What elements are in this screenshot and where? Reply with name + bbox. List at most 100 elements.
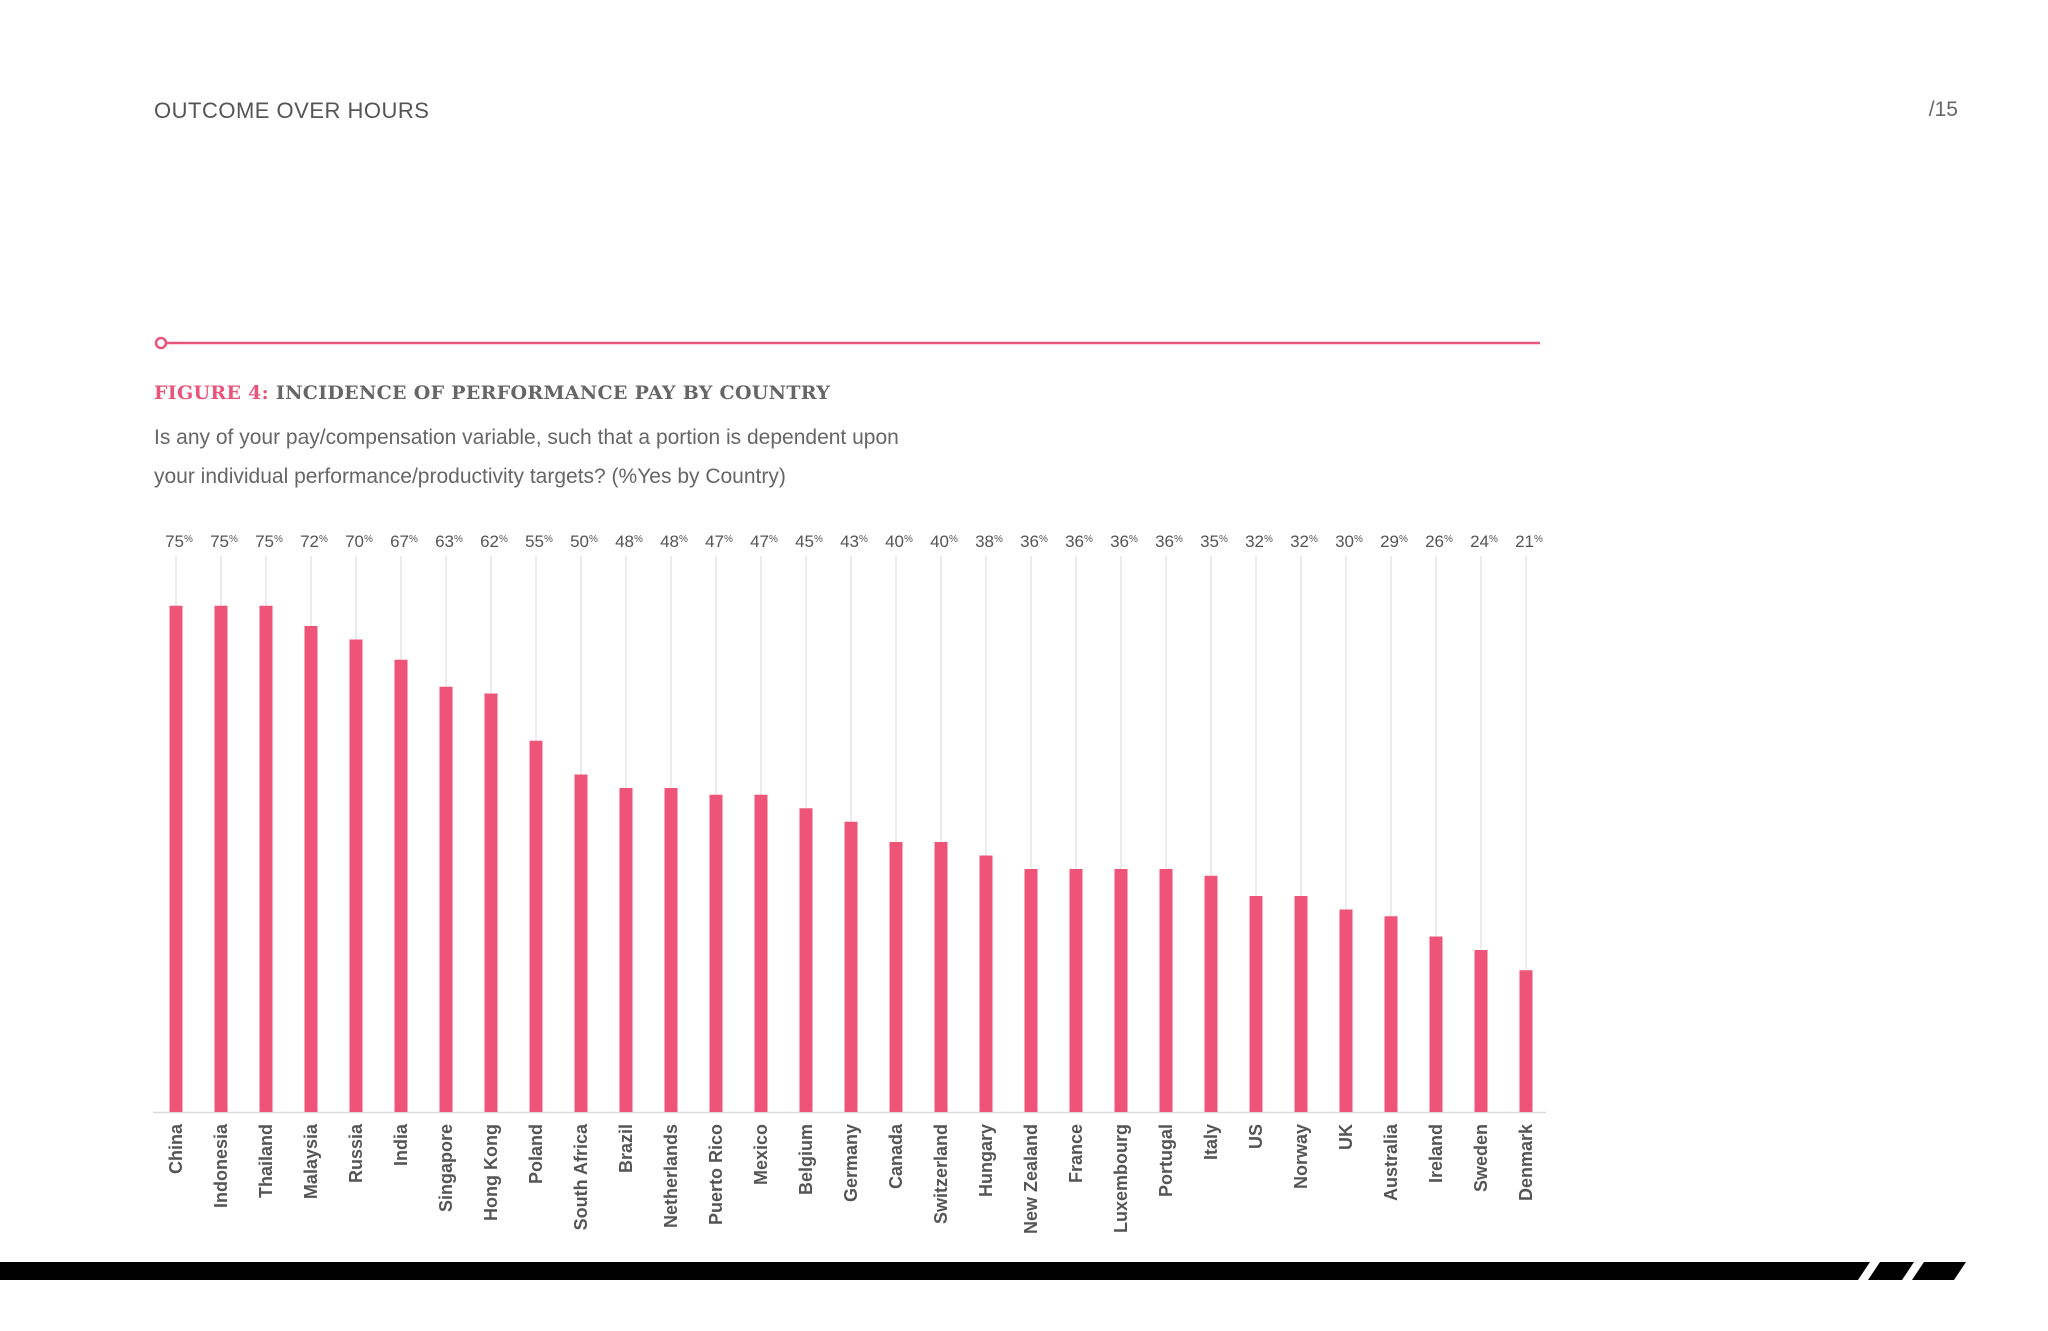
data-label-unit: %	[274, 534, 283, 545]
figure-label: FIGURE 4:	[154, 382, 269, 404]
footer-band	[0, 1262, 1870, 1280]
bar	[1384, 916, 1398, 1112]
data-label-value: 40	[885, 532, 904, 551]
category-label: Mexico	[751, 1124, 771, 1185]
category-label: Norway	[1291, 1124, 1311, 1189]
data-label-value: 75	[210, 532, 229, 551]
figure-subtitle-line2: your individual performance/productivity…	[154, 465, 786, 488]
data-label: 70%	[345, 532, 373, 551]
category-label: Switzerland	[931, 1124, 951, 1224]
data-label: 50%	[570, 532, 598, 551]
data-label-value: 32	[1290, 532, 1309, 551]
category-label: Ireland	[1426, 1124, 1446, 1183]
bar	[1159, 869, 1173, 1112]
data-label: 24%	[1470, 532, 1498, 551]
category-label: Netherlands	[661, 1124, 681, 1228]
data-label-value: 48	[615, 532, 634, 551]
data-label: 48%	[660, 532, 688, 551]
data-label: 62%	[480, 532, 508, 551]
data-label: 40%	[885, 532, 913, 551]
data-label-value: 75	[165, 532, 184, 551]
data-label: 48%	[615, 532, 643, 551]
data-label: 30%	[1335, 532, 1363, 551]
footer-slash-1	[1868, 1262, 1914, 1280]
bar	[349, 639, 363, 1112]
data-label-unit: %	[319, 534, 328, 545]
bar	[1474, 950, 1488, 1112]
data-label-unit: %	[1399, 534, 1408, 545]
bar	[1069, 869, 1083, 1112]
bar	[259, 605, 273, 1112]
data-label-unit: %	[589, 534, 598, 545]
data-label-unit: %	[769, 534, 778, 545]
bar	[844, 821, 858, 1112]
data-label-value: 35	[1200, 532, 1219, 551]
bar	[1519, 970, 1533, 1112]
data-label: 36%	[1155, 532, 1183, 551]
data-label: 75%	[165, 532, 193, 551]
data-label-value: 70	[345, 532, 364, 551]
bar	[1339, 909, 1353, 1112]
bar	[529, 740, 543, 1112]
bar	[664, 788, 678, 1112]
data-label: 63%	[435, 532, 463, 551]
data-label-value: 30	[1335, 532, 1354, 551]
data-label-unit: %	[544, 534, 553, 545]
data-label-value: 32	[1245, 532, 1264, 551]
data-label-value: 24	[1470, 532, 1489, 551]
bar	[439, 686, 453, 1112]
data-label-value: 62	[480, 532, 499, 551]
footer-stripe	[0, 1262, 1966, 1280]
data-label-value: 36	[1020, 532, 1039, 551]
bar	[1294, 896, 1308, 1112]
page-number: /15	[1928, 98, 1958, 121]
data-label-value: 63	[435, 532, 454, 551]
data-label-unit: %	[364, 534, 373, 545]
data-label-unit: %	[454, 534, 463, 545]
accent-rule	[154, 336, 1540, 350]
category-label: Italy	[1201, 1124, 1221, 1160]
bar	[1114, 869, 1128, 1112]
bar	[754, 794, 768, 1112]
data-label: 32%	[1290, 532, 1318, 551]
data-label-value: 26	[1425, 532, 1444, 551]
data-label: 35%	[1200, 532, 1228, 551]
data-label-value: 43	[840, 532, 859, 551]
data-label-unit: %	[1084, 534, 1093, 545]
data-label-unit: %	[994, 534, 1003, 545]
data-label-value: 36	[1155, 532, 1174, 551]
category-label: Sweden	[1471, 1124, 1491, 1192]
data-label-value: 40	[930, 532, 949, 551]
data-label-value: 29	[1380, 532, 1399, 551]
data-label-value: 36	[1065, 532, 1084, 551]
data-label-unit: %	[814, 534, 823, 545]
bar	[1024, 869, 1038, 1112]
data-label: 72%	[300, 532, 328, 551]
bar	[214, 605, 228, 1112]
data-label-value: 38	[975, 532, 994, 551]
data-label-value: 36	[1110, 532, 1129, 551]
data-label-unit: %	[499, 534, 508, 545]
data-label-value: 55	[525, 532, 544, 551]
data-label-unit: %	[724, 534, 733, 545]
data-label-value: 72	[300, 532, 319, 551]
data-label-value: 45	[795, 532, 814, 551]
data-label: 36%	[1110, 532, 1138, 551]
bar	[619, 788, 633, 1112]
bar	[709, 794, 723, 1112]
data-label-unit: %	[1489, 534, 1498, 545]
data-label: 36%	[1065, 532, 1093, 551]
data-label-unit: %	[1444, 534, 1453, 545]
data-label-unit: %	[409, 534, 418, 545]
category-label: Malaysia	[301, 1123, 321, 1199]
category-label: India	[391, 1123, 411, 1166]
data-label-unit: %	[184, 534, 193, 545]
header-title: OUTCOME OVER HOURS	[154, 98, 430, 123]
bar	[1429, 936, 1443, 1112]
data-label-unit: %	[1264, 534, 1273, 545]
data-label: 45%	[795, 532, 823, 551]
data-label-unit: %	[1354, 534, 1363, 545]
bar	[394, 659, 408, 1112]
category-label: Belgium	[796, 1124, 816, 1195]
category-label: Singapore	[436, 1124, 456, 1212]
